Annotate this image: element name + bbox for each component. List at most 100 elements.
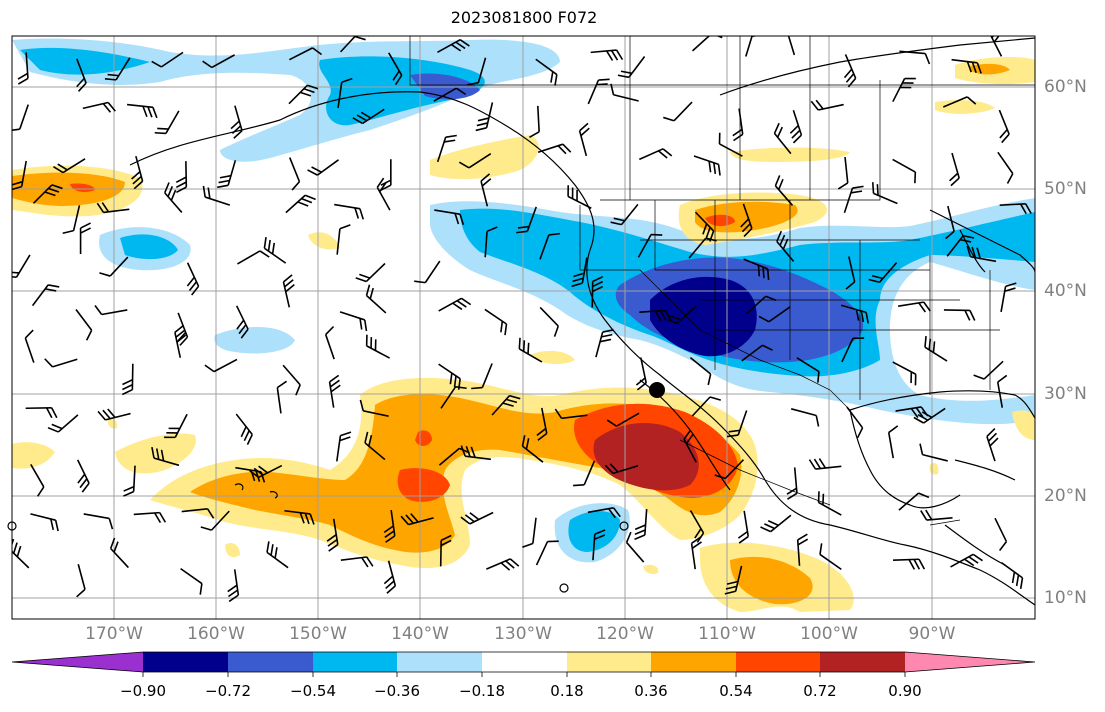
wind-barb xyxy=(204,358,238,373)
wind-barb xyxy=(434,209,465,226)
wind-barb xyxy=(536,407,548,441)
border-line xyxy=(409,36,1035,86)
contour-region xyxy=(319,56,485,126)
wind-barb xyxy=(773,122,792,155)
lon-label: 100°W xyxy=(800,624,858,644)
wind-barb xyxy=(364,431,386,461)
wind-barb xyxy=(758,306,791,323)
wind-barb xyxy=(486,558,520,571)
map-frame xyxy=(11,35,1036,620)
wind-barb xyxy=(336,431,352,462)
lon-label: 130°W xyxy=(494,624,552,644)
wind-barb xyxy=(774,175,794,206)
wind-barb xyxy=(467,57,487,86)
wind-barb xyxy=(475,102,494,132)
wind-barb xyxy=(126,103,158,119)
wind-barb xyxy=(151,447,180,467)
wind-barb xyxy=(539,232,561,260)
wind-barb xyxy=(973,360,1004,380)
lon-label: 150°W xyxy=(289,624,347,644)
wind-barb xyxy=(924,336,948,362)
wind-barb xyxy=(202,54,235,69)
wind-barb xyxy=(521,435,544,463)
contour-region xyxy=(12,442,55,469)
colorbar-extend-over xyxy=(905,652,1035,672)
wind-barb xyxy=(83,513,114,530)
wind-barb xyxy=(324,326,335,360)
wind-barb xyxy=(237,250,270,265)
wind-barb xyxy=(871,182,898,205)
wind-barb xyxy=(539,306,560,337)
colorbar-extend-under xyxy=(12,652,143,672)
wind-barb xyxy=(683,429,697,463)
contour-region xyxy=(730,147,850,162)
wind-barb xyxy=(522,517,537,549)
wind-barb xyxy=(30,513,59,532)
wind-barb xyxy=(75,309,93,341)
coastline-segment xyxy=(719,37,1035,96)
wind-barb xyxy=(898,492,930,511)
wind-barb xyxy=(263,237,287,264)
lon-label: 160°W xyxy=(187,624,245,644)
wind-barb xyxy=(414,260,441,284)
wind-barb xyxy=(62,205,81,235)
wind-barb xyxy=(714,459,745,480)
wind-barb xyxy=(892,77,916,103)
wind-barb xyxy=(328,374,341,408)
border-line xyxy=(929,519,961,526)
wind-barb xyxy=(529,105,540,139)
wind-barb xyxy=(1000,561,1024,590)
wind-barb xyxy=(235,305,249,339)
wind-barb xyxy=(949,152,960,187)
wind-barbs xyxy=(12,36,1032,603)
wind-barb xyxy=(235,413,253,445)
contour-region xyxy=(70,183,95,192)
wind-barb xyxy=(12,160,27,191)
wind-barb xyxy=(365,284,387,314)
wind-barb xyxy=(567,185,592,209)
wind-barb xyxy=(887,425,899,459)
wind-barb xyxy=(24,329,35,363)
wind-barb xyxy=(164,413,188,439)
wind-barb xyxy=(164,182,183,213)
wind-barb xyxy=(587,507,621,519)
wind-barb xyxy=(819,543,842,571)
wind-barb xyxy=(365,334,390,359)
wind-barb xyxy=(571,257,588,288)
wind-barb xyxy=(837,157,849,190)
wind-barb xyxy=(868,262,898,284)
colorbar-bin xyxy=(228,652,313,672)
wind-barb xyxy=(718,132,743,157)
calm-wind-circle xyxy=(559,583,569,593)
wind-barb xyxy=(535,540,559,566)
wind-barb xyxy=(230,105,243,139)
contour-region xyxy=(214,326,295,354)
wind-barb xyxy=(82,101,116,113)
wind-barb xyxy=(76,564,86,598)
wind-barb xyxy=(892,158,917,184)
wind-barb xyxy=(471,363,493,390)
wind-barb xyxy=(334,203,365,220)
border-line xyxy=(600,80,881,201)
contour-region xyxy=(568,511,620,552)
wind-barb xyxy=(175,161,188,194)
wind-barb xyxy=(339,311,368,332)
wind-barb xyxy=(639,309,672,322)
wind-barb xyxy=(994,517,1008,551)
contour-region xyxy=(225,543,240,558)
wind-barb xyxy=(438,363,461,390)
contour-region xyxy=(650,276,757,357)
wind-barb xyxy=(845,256,856,290)
wind-barb xyxy=(808,458,842,470)
wind-barb xyxy=(786,467,798,500)
wind-barb xyxy=(843,54,857,88)
coastline-segment xyxy=(849,390,1035,419)
wind-barb xyxy=(437,39,470,54)
colorbar-bin xyxy=(820,652,905,672)
lon-label: 110°W xyxy=(698,624,756,644)
wind-barb xyxy=(12,538,30,569)
wind-barb xyxy=(610,203,639,226)
wind-barb xyxy=(663,101,693,122)
wind-barb xyxy=(688,237,717,259)
wind-barb xyxy=(591,275,604,308)
